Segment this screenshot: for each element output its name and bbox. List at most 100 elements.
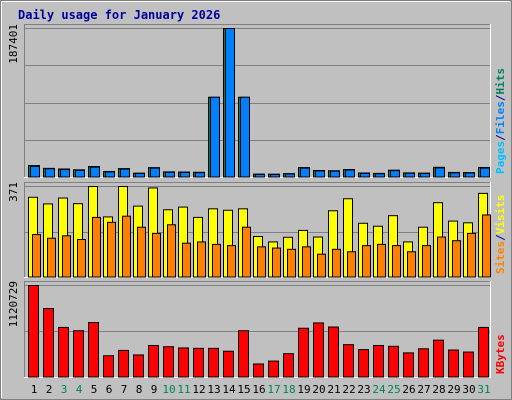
bar-sites-day-27 <box>422 245 431 278</box>
x-axis-labels: 1 2 3 4 5 6 7 8 9 10 11 12 13 14 15 16 17 18 19 20 21 22 23 24 2… <box>31 383 491 396</box>
legend-entry: / <box>494 134 507 141</box>
bar-files-day-20 <box>315 170 325 178</box>
bar-kbytes-day-28 <box>433 339 444 378</box>
x-tick-label-day-10: 10 <box>162 383 175 396</box>
bar-sites-day-2 <box>47 237 56 278</box>
bar-sites-day-7 <box>122 215 131 278</box>
x-tick-label-day-19: 19 <box>297 383 310 396</box>
bar-sites-day-20 <box>317 253 326 278</box>
bar-kbytes-day-14 <box>223 350 234 378</box>
bar-files-day-27 <box>420 173 430 178</box>
x-tick-label-day-4: 4 <box>76 383 83 396</box>
x-tick-label-day-9: 9 <box>151 383 158 396</box>
bar-kbytes-day-2 <box>43 308 54 378</box>
x-tick-label-day-12: 12 <box>192 383 205 396</box>
bar-files-day-10 <box>165 171 175 178</box>
bar-files-day-19 <box>300 167 310 178</box>
bar-sites-day-15 <box>242 226 251 278</box>
bar-kbytes-day-30 <box>463 351 474 378</box>
bar-kbytes-day-21 <box>328 326 339 378</box>
bar-sites-day-16 <box>257 246 266 278</box>
panel-background <box>24 24 491 178</box>
bar-kbytes-day-25 <box>388 345 399 378</box>
bar-sites-day-17 <box>272 247 281 278</box>
bar-kbytes-day-24 <box>373 344 384 378</box>
x-tick-label-day-2: 2 <box>46 383 53 396</box>
x-tick-label-day-15: 15 <box>237 383 250 396</box>
legend-entry: Files <box>494 101 507 134</box>
bar-kbytes-day-1 <box>28 285 39 378</box>
bar-kbytes-day-10 <box>163 346 174 378</box>
bar-kbytes-day-29 <box>448 349 459 378</box>
bar-files-day-21 <box>330 170 340 178</box>
bar-sites-day-10 <box>167 224 176 278</box>
bar-kbytes-day-27 <box>418 348 429 378</box>
bar-kbytes-day-9 <box>148 344 159 378</box>
x-tick-label-day-17: 17 <box>267 383 280 396</box>
bar-sites-day-8 <box>137 226 146 278</box>
bar-files-day-8 <box>135 173 145 178</box>
x-tick-label-day-27: 27 <box>417 383 430 396</box>
bar-sites-day-19 <box>302 246 311 278</box>
chart-panels: 187401Pages/Files/Hits371Sites/Visits112… <box>7 24 507 378</box>
x-tick-label-day-7: 7 <box>121 383 128 396</box>
bar-kbytes-day-13 <box>208 347 219 378</box>
bar-files-day-15 <box>240 96 250 178</box>
legend-entry: / <box>494 94 507 101</box>
bar-files-day-18 <box>285 173 295 178</box>
legend-entry: Pages <box>494 141 507 174</box>
x-tick-label-day-29: 29 <box>447 383 460 396</box>
x-tick-label-day-1: 1 <box>31 383 38 396</box>
bar-sites-day-23 <box>362 245 371 278</box>
bar-kbytes-day-22 <box>343 344 354 378</box>
x-tick-label-day-24: 24 <box>372 383 386 396</box>
x-tick-label-day-14: 14 <box>222 383 236 396</box>
bar-sites-day-5 <box>92 216 101 278</box>
bar-sites-day-28 <box>437 236 446 278</box>
x-tick-label-day-5: 5 <box>91 383 98 396</box>
bar-files-day-12 <box>195 172 205 178</box>
x-tick-label-day-30: 30 <box>462 383 475 396</box>
x-tick-label-day-13: 13 <box>207 383 220 396</box>
bar-sites-day-6 <box>107 221 116 278</box>
bar-files-day-4 <box>75 169 85 178</box>
bar-kbytes-day-4 <box>73 330 84 378</box>
bar-sites-day-31 <box>482 214 491 278</box>
x-tick-label-day-28: 28 <box>432 383 445 396</box>
bar-kbytes-day-17 <box>268 360 279 378</box>
panel-visits-sites: 371 Sites/Visits <box>7 182 507 278</box>
bar-kbytes-day-20 <box>313 322 324 378</box>
bar-files-day-28 <box>435 167 445 178</box>
x-tick-label-day-31: 31 <box>477 383 490 396</box>
x-tick-label-day-20: 20 <box>312 383 325 396</box>
bar-kbytes-day-23 <box>358 349 369 378</box>
chart-title: Daily usage for January 2026 <box>18 8 220 22</box>
bar-sites-day-14 <box>227 245 236 278</box>
bar-files-day-9 <box>150 167 160 178</box>
bar-sites-day-12 <box>197 241 206 278</box>
y-max-label: 371 <box>7 182 20 202</box>
bar-sites-day-25 <box>392 245 401 278</box>
bar-sites-day-29 <box>452 240 461 278</box>
bar-files-day-14 <box>225 28 235 178</box>
x-tick-label-day-23: 23 <box>357 383 370 396</box>
panel-kbytes: 1120729 KBytes <box>7 281 507 378</box>
bar-files-day-25 <box>390 170 400 178</box>
y-max-label: 1120729 <box>7 281 20 327</box>
bar-kbytes-day-26 <box>403 352 414 378</box>
bar-files-day-1 <box>30 165 40 178</box>
bar-kbytes-day-31 <box>478 326 489 378</box>
bar-files-day-2 <box>45 168 55 178</box>
bar-sites-day-24 <box>377 243 386 278</box>
bar-files-day-13 <box>210 96 220 178</box>
legend-entry: Visits <box>494 195 507 235</box>
x-tick-label-day-21: 21 <box>327 383 340 396</box>
bar-sites-day-18 <box>287 248 296 278</box>
bar-files-day-31 <box>480 167 490 178</box>
x-tick-label-day-26: 26 <box>402 383 415 396</box>
bar-sites-day-26 <box>407 251 416 278</box>
bar-kbytes-day-5 <box>88 322 99 378</box>
bar-sites-day-13 <box>212 243 221 278</box>
